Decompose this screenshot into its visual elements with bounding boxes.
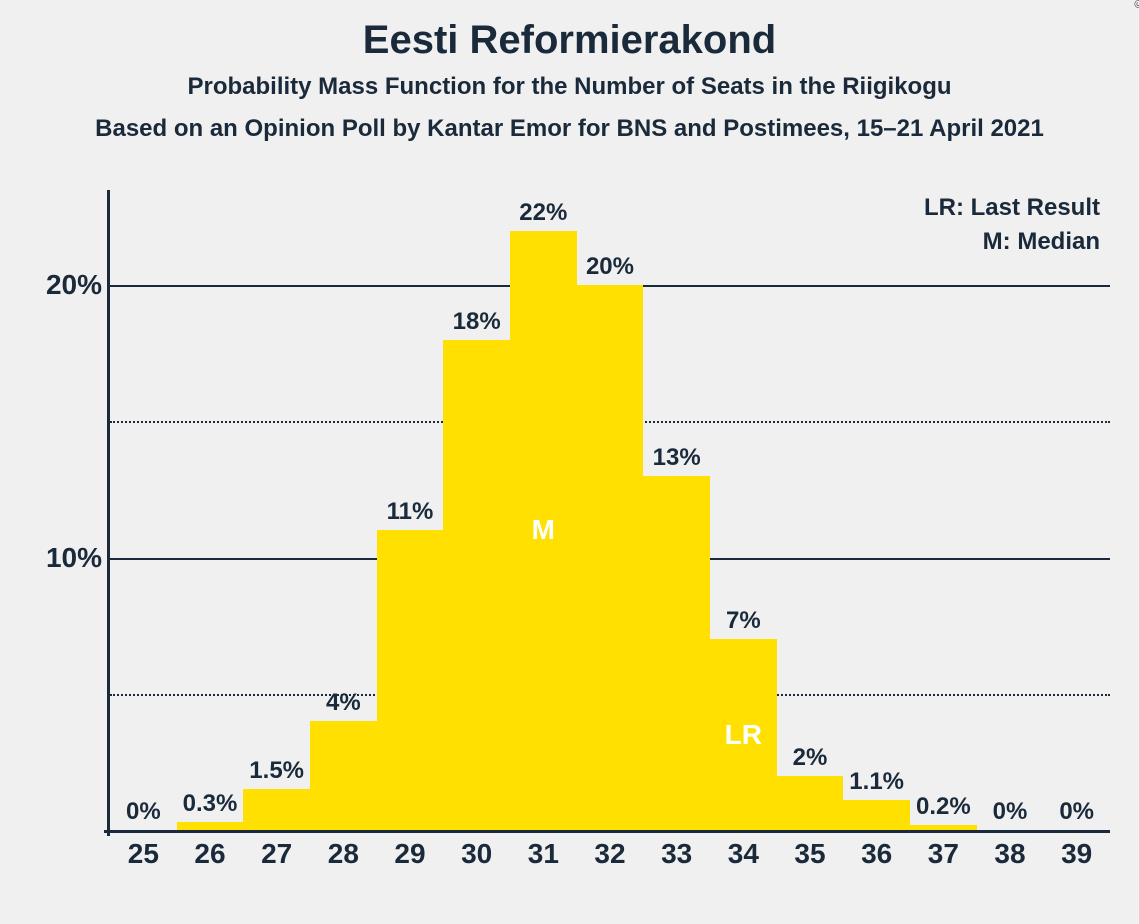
x-tick-label: 38 <box>977 838 1043 870</box>
legend: LR: Last Result M: Median <box>924 194 1100 262</box>
x-tick-label: 39 <box>1044 838 1110 870</box>
bar-value-label: 18% <box>443 308 510 336</box>
bar: 2% <box>777 776 844 830</box>
bar: 1.5% <box>243 789 310 830</box>
bar: 20% <box>577 285 644 830</box>
bar-inner-label: LR <box>710 719 777 751</box>
copyright: © 2021 Filip van Laenen <box>1133 0 1139 8</box>
legend-m: M: Median <box>924 228 1100 256</box>
bar-inner-label: M <box>510 514 577 546</box>
bar: 18% <box>443 340 510 830</box>
chart-source: Based on an Opinion Poll by Kantar Emor … <box>0 115 1139 143</box>
x-tick-label: 28 <box>310 838 376 870</box>
bar-value-label: 0% <box>110 798 177 826</box>
bar-value-label: 0% <box>1043 798 1110 826</box>
x-tick-label: 27 <box>244 838 310 870</box>
bar: 4% <box>310 721 377 830</box>
bar: 13% <box>643 476 710 830</box>
bar-value-label: 0.3% <box>177 790 244 818</box>
x-tick-label: 35 <box>777 838 843 870</box>
bar: 7%LR <box>710 639 777 830</box>
x-tick-label: 36 <box>844 838 910 870</box>
bar-value-label: 4% <box>310 689 377 717</box>
bar-value-label: 20% <box>577 253 644 281</box>
bar: 11% <box>377 530 444 830</box>
x-tick-label: 25 <box>110 838 176 870</box>
plot-area: LR: Last Result M: Median 10%20%0%250.3%… <box>110 190 1110 830</box>
bar-value-label: 0% <box>977 798 1044 826</box>
x-tick-label: 33 <box>644 838 710 870</box>
bar-value-label: 1.1% <box>843 768 910 796</box>
bar: 0.3% <box>177 822 244 830</box>
bar-value-label: 1.5% <box>243 757 310 785</box>
bar-value-label: 22% <box>510 199 577 227</box>
x-tick-label: 26 <box>177 838 243 870</box>
y-axis <box>107 190 110 836</box>
x-tick-label: 34 <box>710 838 776 870</box>
y-tick-label: 10% <box>46 542 102 574</box>
x-tick-label: 32 <box>577 838 643 870</box>
y-tick-label: 20% <box>46 269 102 301</box>
bar-value-label: 11% <box>377 498 444 526</box>
x-tick-label: 29 <box>377 838 443 870</box>
legend-lr: LR: Last Result <box>924 194 1100 222</box>
x-tick-label: 30 <box>444 838 510 870</box>
bar-value-label: 0.2% <box>910 793 977 821</box>
chart-title: Eesti Reformierakond <box>0 18 1139 63</box>
bar-value-label: 2% <box>777 744 844 772</box>
bar: 1.1% <box>843 800 910 830</box>
chart-container: Eesti Reformierakond Probability Mass Fu… <box>0 0 1139 924</box>
bar-value-label: 13% <box>643 444 710 472</box>
chart-subtitle: Probability Mass Function for the Number… <box>0 73 1139 101</box>
bar-value-label: 7% <box>710 607 777 635</box>
x-axis <box>104 830 1110 833</box>
bar: 22%M <box>510 231 577 830</box>
x-tick-label: 31 <box>510 838 576 870</box>
x-tick-label: 37 <box>910 838 976 870</box>
